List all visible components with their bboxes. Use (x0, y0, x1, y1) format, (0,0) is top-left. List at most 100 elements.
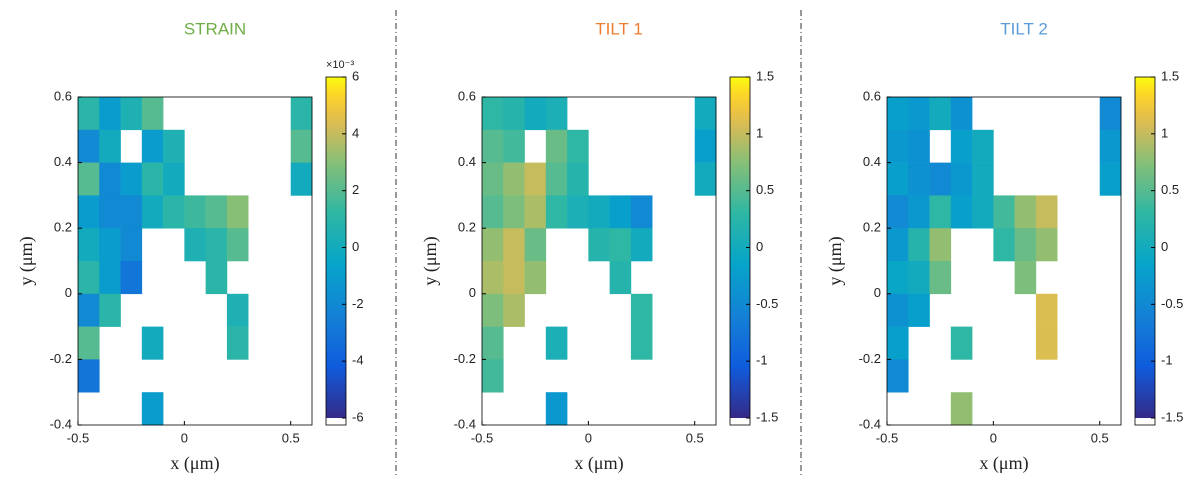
heat-cell (99, 162, 121, 196)
chart-title: TILT 2 (1000, 19, 1048, 38)
heat-cell (184, 228, 206, 262)
colorbar-frame (325, 76, 347, 426)
heat-cell (482, 162, 504, 196)
heat-cell (78, 129, 100, 163)
heat-cell (929, 228, 952, 262)
heat-cell (482, 97, 504, 131)
colorbar-tick-label: -1 (756, 353, 768, 368)
y-tick-label: -0.4 (50, 416, 72, 431)
colorbar-tick-label: -4 (352, 353, 364, 368)
colorbar (326, 77, 346, 418)
heat-cell (482, 359, 504, 393)
heat-cell (1035, 293, 1058, 327)
heat-cell (545, 97, 568, 131)
heat-cell (226, 293, 249, 327)
heat-cell (630, 228, 653, 262)
y-tick-label: 0.6 (863, 88, 881, 103)
y-tick-label: -0.2 (859, 351, 881, 366)
heat-cell (887, 195, 909, 229)
heat-cell (524, 195, 547, 229)
y-tick-label: 0.2 (458, 220, 476, 235)
heat-cell (226, 326, 249, 360)
heat-cell (887, 97, 909, 131)
heat-cell (567, 129, 589, 163)
heat-cell (1014, 261, 1037, 295)
colorbar-tick-label: 2 (352, 182, 359, 197)
heat-cell (141, 326, 164, 360)
heat-cell (908, 162, 930, 196)
heat-cell (630, 195, 653, 229)
y-tick-label: 0.4 (458, 154, 476, 169)
colorbar-tick-label: 0 (1161, 239, 1168, 254)
heat-cell (205, 261, 228, 295)
y-tick-label: -0.2 (50, 351, 72, 366)
heat-cell (78, 261, 100, 295)
heat-cell (163, 129, 185, 163)
colorbar-tick-label: 6 (352, 68, 359, 83)
y-axis-label: y (μm) (420, 236, 441, 285)
x-tick-label: 0.5 (686, 430, 704, 445)
heat-cell (545, 162, 568, 196)
heat-cell (141, 97, 164, 131)
heat-cell (482, 326, 504, 360)
colorbar-tick-label: 1 (756, 125, 763, 140)
heat-cell (503, 195, 525, 229)
heat-cell (290, 162, 313, 196)
heat-cell (78, 326, 100, 360)
colorbar (730, 77, 750, 418)
heat-cell (524, 261, 547, 295)
heat-cell (609, 261, 632, 295)
heat-cell (950, 97, 973, 131)
heat-cell (929, 162, 952, 196)
y-tick-label: 0 (65, 285, 72, 300)
x-tick-label: 0 (585, 430, 592, 445)
heat-cell (78, 359, 100, 393)
heat-cell (226, 228, 249, 262)
heat-cell (503, 228, 525, 262)
heat-cell (120, 228, 143, 262)
heat-cell (482, 293, 504, 327)
heat-cell (950, 326, 973, 360)
heat-cell (887, 261, 909, 295)
heat-cell (141, 162, 164, 196)
y-tick-label: 0.6 (458, 88, 476, 103)
heat-cell (1099, 162, 1122, 196)
colorbar-tick-label: -0.5 (756, 296, 778, 311)
x-axis-label: x (μm) (170, 453, 219, 474)
heat-cell (99, 261, 121, 295)
heat-cell (908, 97, 930, 131)
colorbar-tick-label: 1.5 (1161, 68, 1179, 83)
colorbar-tick-label: 1 (1161, 125, 1168, 140)
heat-cell (630, 293, 653, 327)
heat-cell (184, 195, 206, 229)
heat-cell (887, 162, 909, 196)
heat-cell (141, 195, 164, 229)
heat-cell (503, 261, 525, 295)
heat-cell (545, 326, 568, 360)
heat-cell (99, 293, 121, 327)
heat-cell (78, 293, 100, 327)
heat-cell (1099, 129, 1122, 163)
heat-cell (503, 97, 525, 131)
y-axis-label: y (μm) (825, 236, 846, 285)
heat-cell (887, 293, 909, 327)
heat-cell (929, 97, 952, 131)
heat-cell (482, 228, 504, 262)
heat-cell (120, 261, 143, 295)
colorbar-frame (1134, 76, 1156, 426)
heat-cell (630, 326, 653, 360)
heat-cell (972, 162, 994, 196)
heat-cell (588, 228, 610, 262)
colorbar-tick-label: 0 (756, 239, 763, 254)
heat-cell (205, 195, 228, 229)
heat-cell (887, 228, 909, 262)
heat-cell (609, 228, 632, 262)
heat-cell (290, 97, 313, 131)
heat-cell (99, 129, 121, 163)
heat-cell (290, 129, 313, 163)
x-tick-label: -0.5 (471, 430, 493, 445)
colorbar-tick-label: 1.5 (756, 68, 774, 83)
heat-cell (1035, 228, 1058, 262)
axes-box (77, 96, 313, 426)
